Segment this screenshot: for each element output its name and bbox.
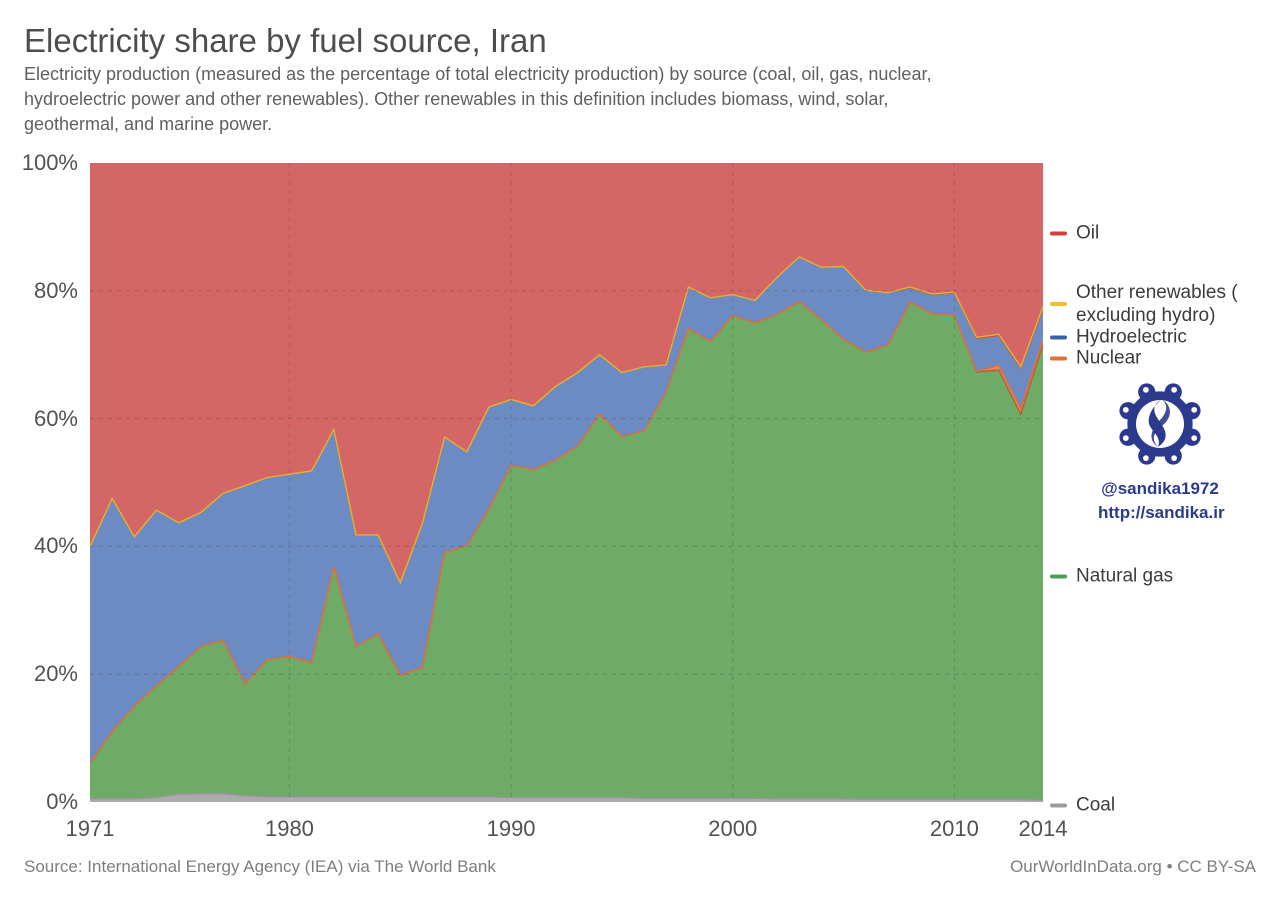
y-tick-40: 40% xyxy=(33,533,78,559)
legend-item-natural-gas: Natural gas xyxy=(1050,565,1173,588)
boundary-line-nuclear xyxy=(90,300,1043,764)
x-tick-2014: 2014 xyxy=(1018,816,1068,841)
logo-gear-bump-hole xyxy=(1191,435,1198,441)
legend-dash-nuclear xyxy=(1050,356,1067,360)
legend-label-natural-gas: Natural gas xyxy=(1076,565,1174,587)
y-tick-80: 80% xyxy=(33,277,78,303)
page-subtitle-line-2: hydroelectric power and other renewables… xyxy=(24,89,889,109)
source-note: Source: International Energy Agency (IEA… xyxy=(24,857,496,876)
legend-dash-coal xyxy=(1050,803,1067,807)
page-title: Electricity share by fuel source, Iran xyxy=(24,22,547,59)
y-tick-20: 20% xyxy=(33,661,78,687)
logo-gear-bump-hole xyxy=(1143,455,1149,462)
x-tick-1990: 1990 xyxy=(486,816,536,841)
watermark-url: http://sandika.ir xyxy=(1098,503,1225,522)
area-oil xyxy=(90,163,1043,583)
page-subtitle-line-3: geothermal, and marine power. xyxy=(24,114,273,134)
legend-item-coal: Coal xyxy=(1050,794,1115,817)
legend-item-nuclear: Nuclear xyxy=(1050,347,1141,370)
legend-item-other-renewables: Other renewables ( excluding hydro) xyxy=(1050,281,1238,327)
logo-gear-bump-hole xyxy=(1171,455,1177,462)
logo-gear-bump-hole xyxy=(1171,386,1177,393)
watermark-handle: @sandika1972 xyxy=(1101,479,1219,498)
x-tick-2000: 2000 xyxy=(708,816,758,841)
logo-gear-bump-hole xyxy=(1122,435,1129,441)
area-natural-gas xyxy=(90,301,1043,801)
legend-dash-natural-gas xyxy=(1050,574,1067,578)
x-tick-1971: 1971 xyxy=(65,816,115,841)
boundary-line-other-renewables-excluding-hydro xyxy=(90,256,1043,585)
x-tick-1980: 1980 xyxy=(264,816,314,841)
logo-gear-bump-hole xyxy=(1191,407,1198,413)
y-tick-60: 60% xyxy=(33,405,78,431)
legend-label-coal: Coal xyxy=(1076,794,1116,816)
legend-item-oil: Oil xyxy=(1050,222,1099,245)
x-tick-2010: 2010 xyxy=(929,816,979,841)
logo-gear-bump-hole xyxy=(1122,407,1129,413)
y-tick-0: 0% xyxy=(46,789,78,814)
page-subtitle-line-1: Electricity production (measured as the … xyxy=(24,64,932,84)
legend-label-other-renewables: Other renewables ( excluding hydro) xyxy=(1076,282,1238,326)
y-tick-100: 100% xyxy=(21,150,78,175)
legend-dash-oil xyxy=(1050,231,1067,235)
page-subtitle: Electricity production (measured as the … xyxy=(24,62,931,137)
sandika-logo-icon xyxy=(1119,383,1201,465)
logo-gear-bump-hole xyxy=(1143,386,1149,393)
stacked-area-plot xyxy=(90,163,1043,802)
legend-item-hydroelectric: Hydroelectric xyxy=(1050,326,1187,349)
legend-dash-other-renewables xyxy=(1050,302,1067,306)
attribution-note: OurWorldInData.org • CC BY-SA xyxy=(1010,857,1256,876)
legend-label-hydroelectric: Hydroelectric xyxy=(1076,326,1187,348)
legend-dash-hydroelectric xyxy=(1050,335,1067,339)
boundary-line-coal xyxy=(90,793,1043,801)
area-hydroelectric xyxy=(90,256,1043,763)
legend-label-nuclear: Nuclear xyxy=(1076,347,1142,369)
legend-label-oil: Oil xyxy=(1076,222,1100,244)
watermark: @sandika1972 http://sandika.ir xyxy=(1098,376,1225,525)
logo-s-glyph xyxy=(1148,399,1166,448)
